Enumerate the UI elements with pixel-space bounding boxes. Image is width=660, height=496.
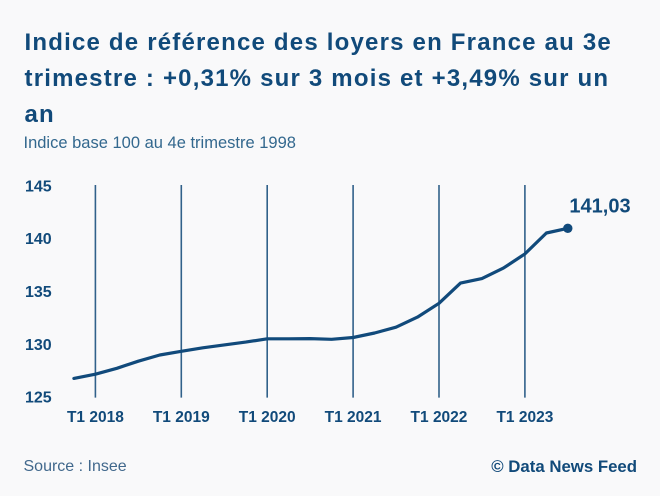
svg-text:145: 145 bbox=[25, 178, 52, 195]
svg-text:125: 125 bbox=[25, 390, 52, 407]
svg-text:141,03: 141,03 bbox=[569, 196, 630, 218]
svg-text:T1 2018: T1 2018 bbox=[67, 409, 124, 426]
svg-text:135: 135 bbox=[25, 284, 52, 301]
svg-text:T1 2019: T1 2019 bbox=[153, 409, 210, 426]
svg-text:140: 140 bbox=[25, 231, 52, 248]
svg-text:T1 2020: T1 2020 bbox=[239, 409, 296, 426]
svg-text:T1 2023: T1 2023 bbox=[496, 409, 553, 426]
svg-text:T1 2022: T1 2022 bbox=[411, 409, 468, 426]
svg-text:130: 130 bbox=[25, 337, 52, 354]
svg-text:T1 2021: T1 2021 bbox=[325, 409, 382, 426]
